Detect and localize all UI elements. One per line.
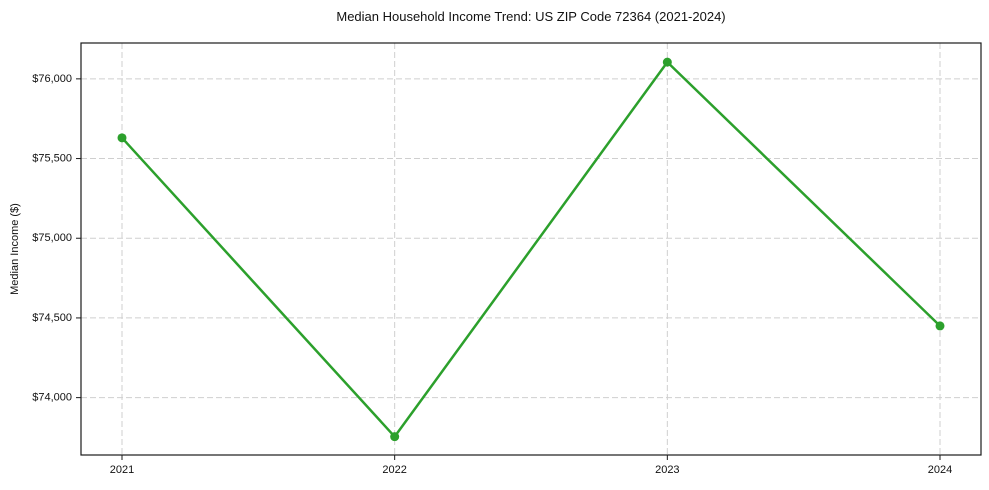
y-tick-label: $74,000 xyxy=(32,392,72,404)
y-tick-label: $76,000 xyxy=(32,73,72,85)
data-point-2024 xyxy=(935,321,945,331)
axis-tick-labels: $74,000 $74,500 $75,000 $75,500 $76,000 2021 2… xyxy=(32,73,952,476)
gridlines xyxy=(81,43,981,455)
data-point-2021 xyxy=(117,133,127,143)
x-tick-label: 2023 xyxy=(655,464,679,476)
plot-border-rect xyxy=(80,42,982,456)
y-axis-label: Median Income ($) xyxy=(9,203,21,295)
data-point-2023 xyxy=(662,57,672,67)
y-tick-label: $75,500 xyxy=(32,152,72,164)
x-tick-label: 2024 xyxy=(928,464,952,476)
trend-line-series xyxy=(117,57,945,442)
data-point-2022 xyxy=(390,432,400,442)
y-tick-label: $75,000 xyxy=(32,232,72,244)
chart-title: Median Household Income Trend: US ZIP Co… xyxy=(336,9,726,24)
y-tick-label: $74,500 xyxy=(32,312,72,324)
x-tick-label: 2021 xyxy=(110,464,134,476)
axis-ticks xyxy=(76,78,941,460)
x-tick-label: 2022 xyxy=(382,464,406,476)
plot-border xyxy=(80,42,982,456)
trend-line xyxy=(120,60,942,438)
